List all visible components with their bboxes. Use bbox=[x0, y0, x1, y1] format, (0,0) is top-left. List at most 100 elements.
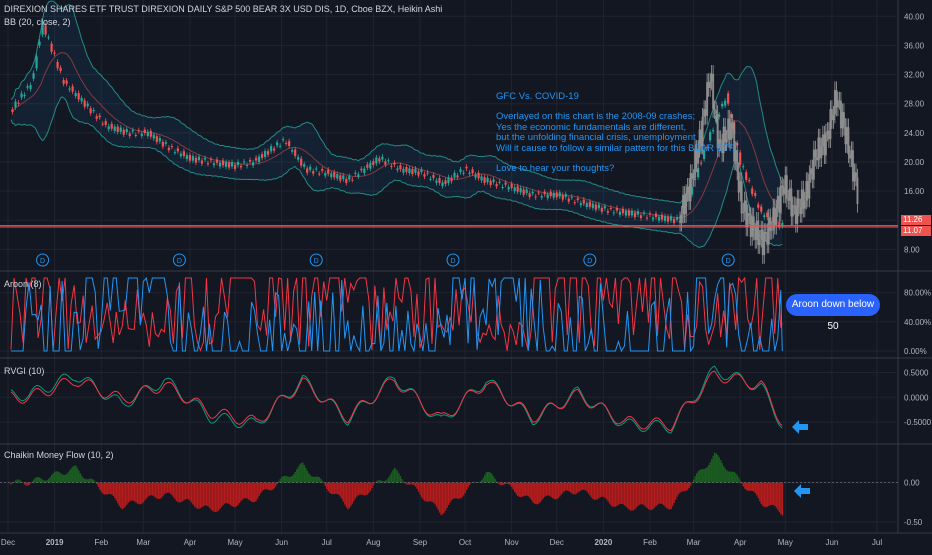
aroon-pane-label[interactable]: Aroon (8) bbox=[4, 279, 42, 289]
cmf-bar bbox=[637, 483, 638, 506]
aroon-callout[interactable]: Aroon down below 50 bbox=[786, 294, 880, 316]
cmf-bar bbox=[105, 483, 106, 495]
bb-indicator-label[interactable]: BB (20, close, 2) bbox=[4, 17, 71, 27]
candle-body bbox=[318, 174, 320, 175]
cmf-bar bbox=[301, 463, 302, 482]
candle-body bbox=[508, 187, 510, 189]
rvgi-line bbox=[11, 366, 782, 433]
overlay-body bbox=[808, 174, 810, 199]
chart-annotation[interactable]: GFC Vs. COVID-19 Overlayed on this chart… bbox=[496, 92, 736, 174]
overlay-body bbox=[775, 208, 777, 225]
y-tick-label: 28.00 bbox=[904, 100, 925, 109]
candle-body bbox=[120, 127, 122, 131]
candle-body bbox=[159, 138, 161, 141]
rvgi-pane-label[interactable]: RVGI (10) bbox=[4, 366, 44, 376]
candle-body bbox=[117, 127, 119, 132]
cmf-bar bbox=[457, 483, 458, 499]
cmf-bar bbox=[728, 471, 729, 482]
cmf-bar bbox=[143, 483, 144, 503]
candle-body bbox=[480, 176, 482, 180]
candle-body bbox=[291, 150, 293, 152]
cmf-bar bbox=[407, 483, 408, 485]
dividend-marker-label: D bbox=[177, 258, 182, 265]
candle-body bbox=[246, 165, 248, 166]
cmf-bar bbox=[415, 483, 416, 487]
candle-body bbox=[333, 172, 335, 177]
cmf-bar bbox=[292, 476, 293, 483]
candle-body bbox=[435, 181, 437, 183]
cmf-bar bbox=[519, 483, 520, 497]
cmf-bar bbox=[694, 476, 695, 482]
cmf-bar bbox=[523, 483, 524, 497]
cmf-bar bbox=[631, 483, 632, 511]
cmf-bar bbox=[43, 480, 44, 482]
candle-body bbox=[240, 166, 242, 168]
cmf-pane-label[interactable]: Chaikin Money Flow (10, 2) bbox=[4, 450, 114, 460]
cmf-bar bbox=[233, 483, 234, 507]
cmf-bar bbox=[254, 483, 255, 502]
cmf-bar bbox=[113, 483, 114, 496]
candle-body bbox=[327, 170, 329, 174]
cmf-bar bbox=[10, 483, 11, 485]
candle-body bbox=[487, 178, 489, 182]
cmf-bar bbox=[484, 475, 485, 482]
overlay-body bbox=[814, 149, 816, 157]
cmf-bar bbox=[777, 483, 778, 510]
cmf-bar bbox=[501, 483, 502, 486]
overlay-body bbox=[792, 205, 794, 216]
overlay-body bbox=[753, 216, 755, 231]
candle-body bbox=[78, 93, 80, 99]
cmf-bar bbox=[526, 483, 527, 496]
cmf-arrow-icon bbox=[794, 484, 810, 498]
candle-body bbox=[423, 174, 425, 176]
candle-body bbox=[177, 148, 179, 151]
candle-body bbox=[57, 62, 59, 68]
cmf-bar bbox=[663, 483, 664, 506]
candle-body bbox=[201, 161, 203, 164]
cmf-bar bbox=[374, 483, 375, 484]
cmf-bar bbox=[768, 483, 769, 506]
cmf-bar bbox=[628, 483, 629, 510]
cmf-bar bbox=[72, 467, 73, 483]
candle-body bbox=[69, 89, 71, 90]
candle-body bbox=[420, 170, 422, 173]
candle-body bbox=[520, 188, 522, 192]
cmf-bar bbox=[693, 479, 694, 482]
y-tick-label: 32.00 bbox=[904, 71, 925, 80]
cmf-bar bbox=[346, 483, 347, 508]
cmf-bar bbox=[761, 483, 762, 505]
overlay-body bbox=[825, 133, 827, 156]
cmf-bar bbox=[559, 483, 560, 497]
cmf-bar bbox=[87, 479, 88, 482]
cmf-bar bbox=[302, 462, 303, 482]
candle-body bbox=[20, 93, 22, 97]
cmf-bar bbox=[699, 470, 700, 483]
cmf-bar bbox=[448, 483, 449, 505]
overlay-body bbox=[856, 177, 858, 203]
cmf-bar bbox=[54, 472, 55, 483]
cmf-bar bbox=[159, 483, 160, 499]
cmf-bar bbox=[392, 470, 393, 483]
candle-body bbox=[523, 190, 525, 195]
cmf-bar bbox=[455, 483, 456, 499]
candle-body bbox=[47, 37, 49, 38]
cmf-bar bbox=[702, 469, 703, 483]
cmf-bar bbox=[439, 483, 440, 513]
cmf-bar bbox=[80, 473, 81, 483]
cmf-bar bbox=[95, 482, 96, 483]
cmf-bar bbox=[225, 483, 226, 504]
candle-body bbox=[32, 73, 34, 78]
candle-body bbox=[99, 116, 101, 118]
cmf-bar bbox=[604, 483, 605, 498]
candle-body bbox=[135, 135, 137, 136]
candle-body bbox=[658, 217, 660, 221]
cmf-bar bbox=[107, 483, 108, 495]
candle-body bbox=[468, 173, 470, 174]
x-tick-label: Jul bbox=[872, 538, 882, 547]
cmf-bar bbox=[56, 471, 57, 482]
y-tick-label: 0.5000 bbox=[904, 368, 929, 377]
cmf-bar bbox=[75, 465, 76, 482]
y-tick-label: 40.00% bbox=[904, 318, 931, 327]
